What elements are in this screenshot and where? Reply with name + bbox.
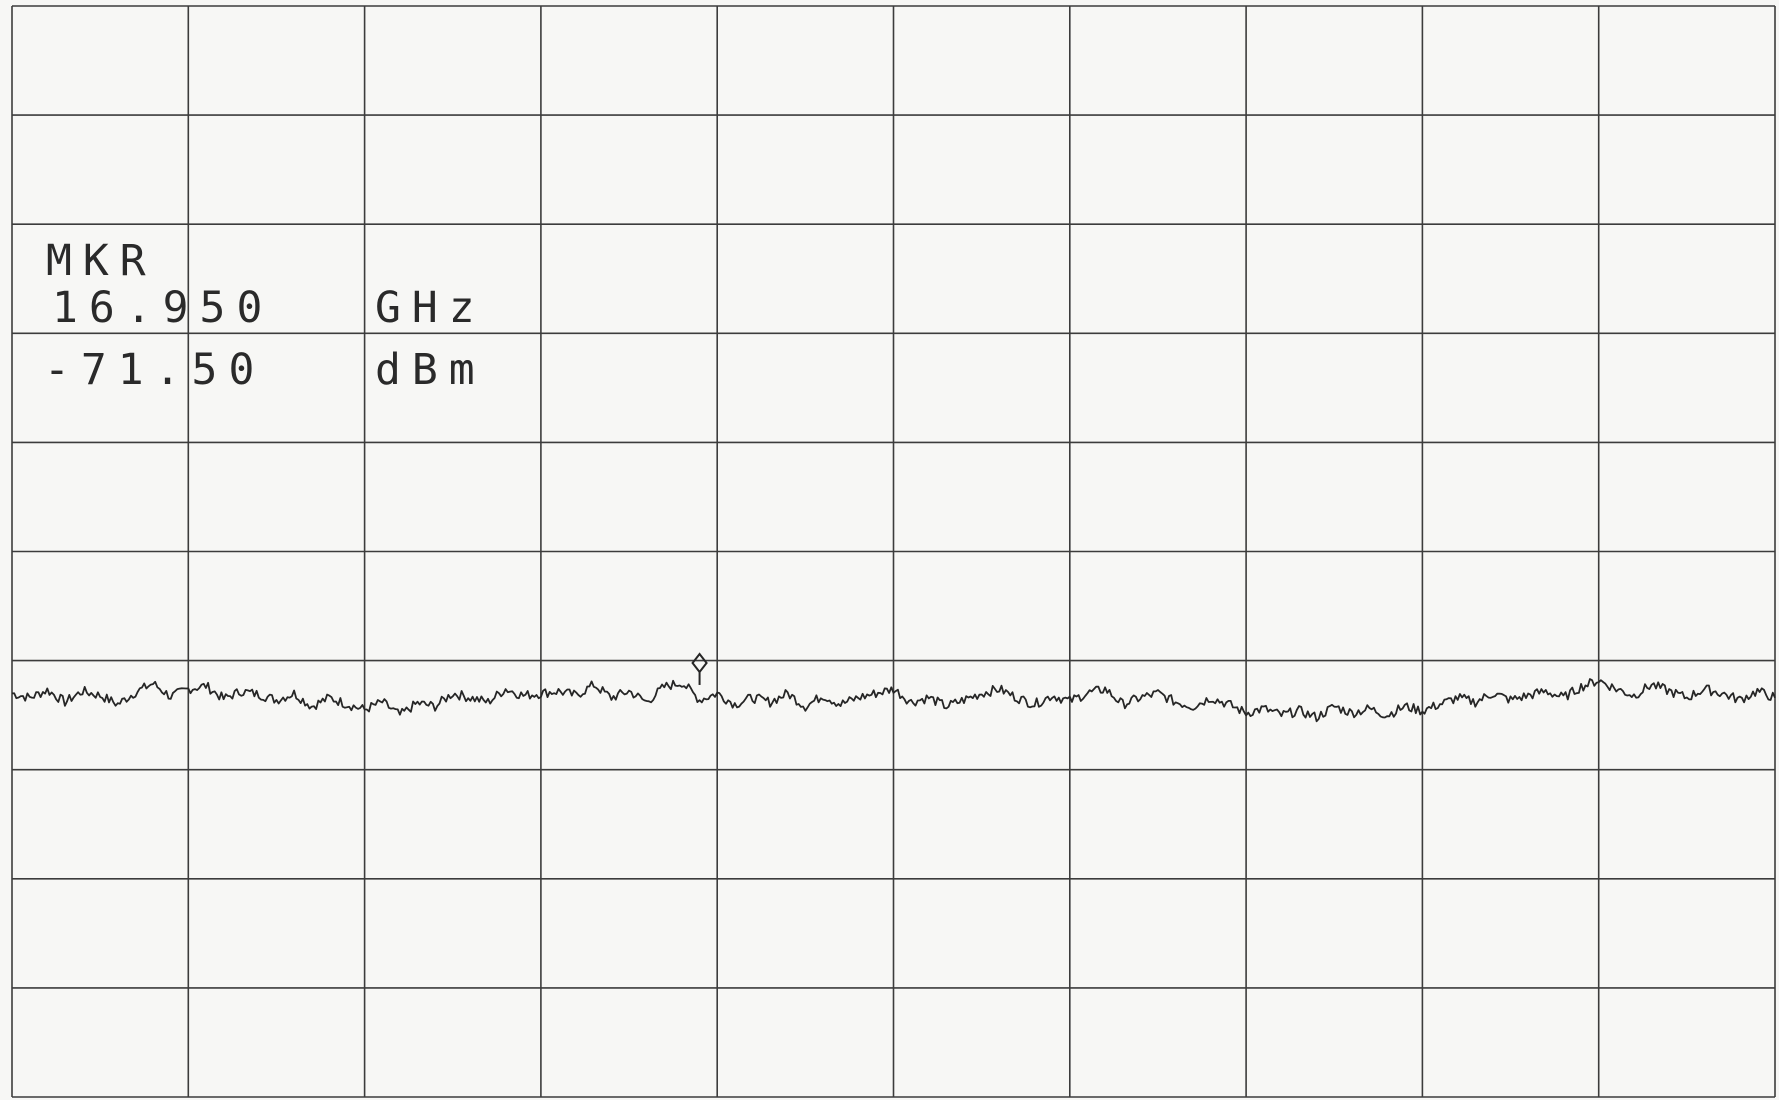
- marker-symbol: [691, 652, 708, 685]
- spectrum-trace: [11, 678, 1776, 723]
- graticule: [11, 5, 1776, 1098]
- marker-frequency-unit: GHz: [375, 283, 486, 333]
- marker-level-unit: dBm: [375, 345, 486, 395]
- marker-level-value: -71.50: [44, 345, 265, 395]
- marker-readout: MKR 16.950 GHz -71.50 dBm: [44, 236, 486, 395]
- marker-label: MKR: [46, 236, 157, 286]
- marker-diamond-icon: [691, 652, 708, 674]
- marker-frequency-value: 16.950: [52, 283, 273, 333]
